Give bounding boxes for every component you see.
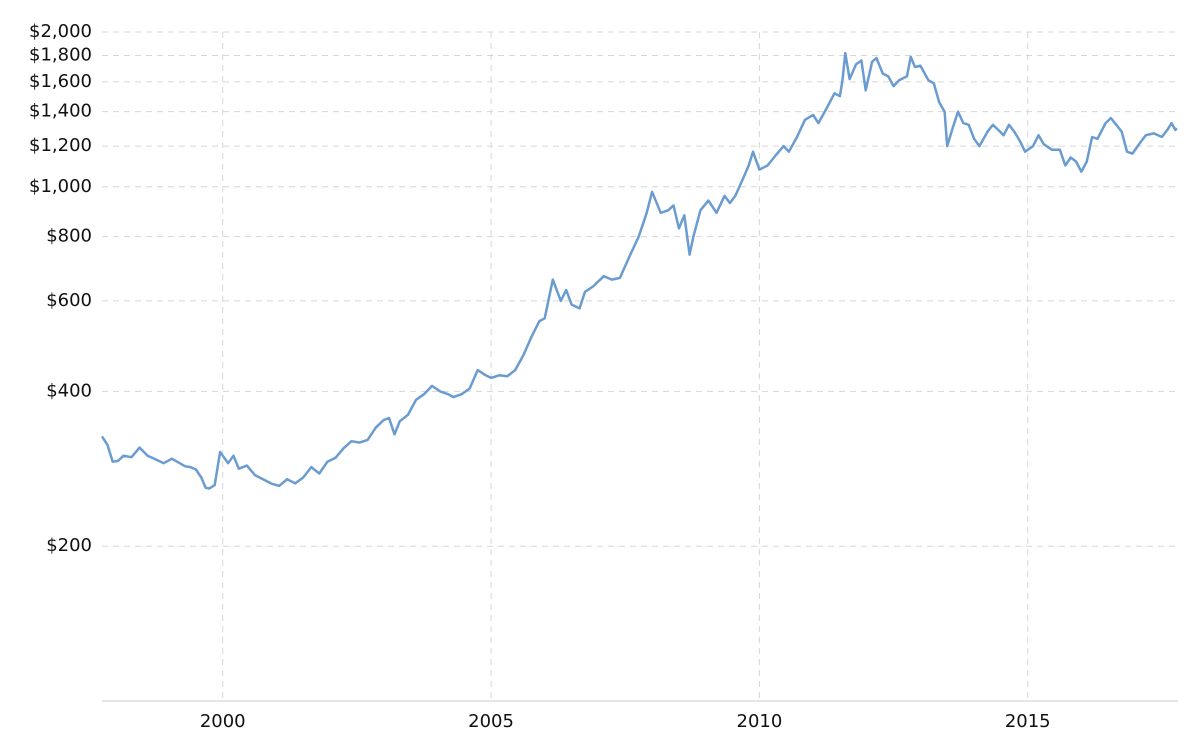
x-tick-label: 2000 — [200, 711, 246, 732]
y-tick-label: $400 — [46, 380, 92, 401]
x-tick-label: 2005 — [468, 711, 514, 732]
x-tick-label: 2010 — [737, 711, 783, 732]
y-tick-label: $2,000 — [29, 21, 92, 42]
y-tick-label: $1,800 — [29, 45, 92, 66]
price-line — [100, 51, 1178, 490]
y-tick-label: $800 — [46, 226, 92, 247]
y-tick-label: $1,000 — [29, 176, 92, 197]
y-tick-label: $1,600 — [29, 71, 92, 92]
y-tick-label: $600 — [46, 290, 92, 311]
y-tick-label: $1,200 — [29, 135, 92, 156]
x-tick-label: 2015 — [1005, 711, 1051, 732]
y-tick-label: $200 — [46, 535, 92, 556]
y-tick-label: $1,400 — [29, 101, 92, 122]
